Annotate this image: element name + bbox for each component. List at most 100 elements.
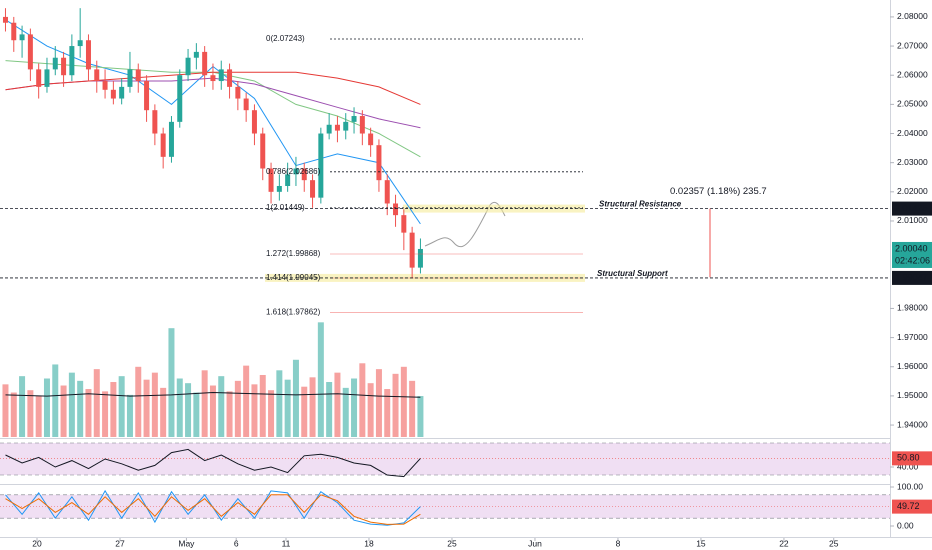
- volume-bar: [110, 382, 117, 437]
- y-tick-label: 100.00: [897, 481, 923, 491]
- x-tick-label: 8: [616, 538, 621, 548]
- price-label: 2.01425: [895, 203, 928, 213]
- volume-bar: [43, 378, 50, 437]
- fib-label: 0(2.07243): [266, 34, 305, 43]
- level-name: Structural Support: [597, 269, 668, 278]
- x-tick-label: 22: [779, 538, 789, 548]
- candle-body: [251, 110, 257, 134]
- volume-bar: [118, 376, 125, 437]
- y-tick-label: 1.94000: [897, 419, 928, 429]
- y-tick-label: 1.97000: [897, 332, 928, 342]
- candle-body: [94, 69, 100, 82]
- volume-bar: [317, 322, 324, 437]
- volume-bar: [176, 378, 183, 437]
- volume-bar: [27, 390, 34, 437]
- volume-bar: [334, 372, 341, 437]
- indicator-line: [5, 448, 421, 478]
- candle-body: [193, 51, 199, 58]
- x-tick-label: 18: [364, 538, 374, 548]
- x-tick-label: 6: [234, 538, 239, 548]
- x-tick-label: 15: [696, 538, 706, 548]
- indicator-band: [0, 443, 890, 475]
- x-tick-label: 11: [282, 538, 291, 548]
- fib-label: 0.786(2.02686): [266, 167, 321, 176]
- y-tick-label: 2.05000: [897, 99, 928, 109]
- candle-body: [110, 89, 116, 99]
- candle-body: [210, 75, 216, 82]
- volume-bar: [375, 369, 382, 437]
- candle-body: [359, 116, 365, 134]
- candle-body: [168, 121, 174, 157]
- price-label-box: [892, 201, 932, 216]
- candle-body: [393, 203, 399, 216]
- candle-body: [127, 69, 133, 87]
- candle-body: [293, 168, 299, 175]
- volume-bar: [309, 377, 316, 437]
- candle-body: [202, 51, 208, 76]
- candle-body: [285, 174, 291, 186]
- candle-body: [334, 124, 340, 131]
- volume-bar: [35, 396, 42, 437]
- candle-body: [384, 180, 390, 204]
- price-label: 1.99047: [895, 272, 928, 282]
- y-tick-label: 1.98000: [897, 303, 928, 313]
- candle-body: [268, 168, 274, 192]
- x-tick-label: 25: [447, 538, 457, 548]
- volume-bar: [292, 359, 299, 437]
- y-tick-label: 2.07000: [897, 40, 928, 50]
- volume-bar: [409, 380, 416, 437]
- volume-bar: [19, 376, 26, 437]
- candle-body: [69, 46, 75, 76]
- volume-bar: [185, 383, 192, 437]
- volume-bar: [201, 370, 208, 437]
- candle-body: [318, 133, 324, 198]
- candle-body: [185, 57, 191, 76]
- volume-bar: [143, 379, 150, 437]
- y-tick-label: 2.01000: [897, 215, 928, 225]
- volume-bar: [243, 365, 250, 437]
- current-box: [892, 451, 932, 466]
- volume-bar: [160, 387, 167, 437]
- x-tick-label: May: [178, 538, 195, 548]
- x-tick-label: 27: [115, 538, 125, 548]
- volume-bar: [226, 391, 233, 437]
- fib-label: 1.414(1.99045): [266, 273, 321, 282]
- candle-body: [326, 124, 332, 134]
- volume-bar: [251, 384, 258, 437]
- candle-body: [301, 168, 307, 181]
- candle-body: [401, 215, 407, 233]
- y-tick-label: 1.96000: [897, 361, 928, 371]
- y-tick-label: 2.04000: [897, 128, 928, 138]
- fib-label: 1(2.01449): [266, 203, 305, 212]
- candle-body: [276, 185, 282, 192]
- last-price-box: [892, 241, 932, 268]
- fib-label: 1.272(1.99868): [266, 249, 321, 258]
- candle-body: [135, 69, 141, 82]
- volume-bar: [151, 372, 158, 437]
- volume-bar: [234, 380, 241, 437]
- volume-bar: [10, 392, 17, 437]
- y-tick-label: 2.06000: [897, 69, 928, 79]
- volume-bar: [85, 389, 92, 437]
- volume-bar: [359, 363, 366, 437]
- volume-bar: [400, 366, 407, 437]
- candle-body: [61, 57, 67, 76]
- projection-path: [424, 201, 506, 248]
- volume-bar: [259, 374, 266, 437]
- last-price-label: 2.00040: [895, 243, 928, 253]
- y-tick-label: 0.00: [897, 520, 914, 530]
- volume-bar: [326, 382, 333, 437]
- candle-body: [235, 86, 241, 99]
- candle-body: [119, 86, 125, 99]
- candle-body: [52, 57, 58, 70]
- volume-bar: [301, 386, 308, 437]
- candle-body: [376, 145, 382, 181]
- candle-body: [85, 40, 91, 70]
- measure-label: 0.02357 (1.18%) 235.7: [670, 186, 767, 197]
- volume-bar: [68, 372, 75, 437]
- candle-body: [260, 133, 266, 169]
- volume-bar: [60, 385, 67, 437]
- y-tick-label: 2.03000: [897, 157, 928, 167]
- countdown: 02:42:06: [895, 255, 930, 265]
